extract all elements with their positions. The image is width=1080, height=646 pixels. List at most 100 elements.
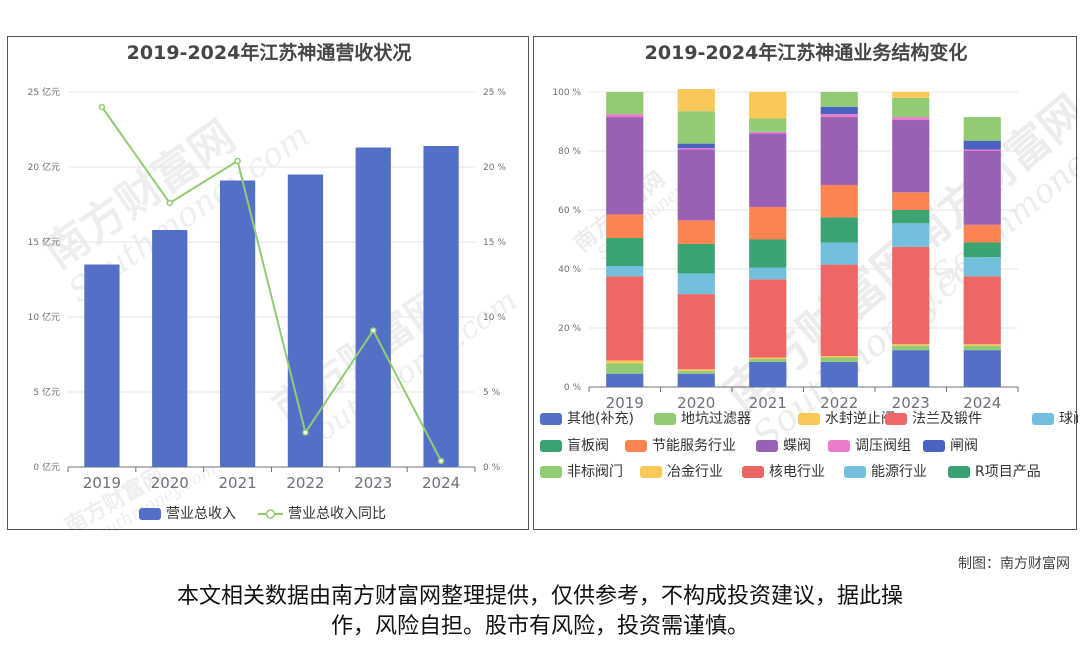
stack-segment-其他(补充) (677, 373, 715, 387)
stack-segment-盲板阀 (606, 238, 644, 267)
stack-segment-法兰及锻件 (963, 276, 1001, 345)
stack-segment-节能服务行业 (963, 224, 1001, 243)
disclaimer-text: 本文相关数据由南方财富网整理提供，仅供参考，不构成投资建议，据此操 作，风险自担… (0, 582, 1080, 642)
y-right-tick-label: 5 % (483, 388, 501, 398)
legend-label: 蝶阀 (783, 438, 811, 454)
stack-segment-地坑过滤器 (677, 370, 715, 374)
legend-label: 盲板阀 (567, 437, 609, 454)
stack-segment-地坑过滤器 (892, 345, 930, 351)
yoy-growth-point (166, 199, 173, 207)
stack-segment-非标阀门 (749, 118, 787, 132)
stack-segment-球阀 (749, 267, 787, 280)
stack-segment-调压阀组 (892, 117, 930, 121)
x-tick-label: 2019 (83, 474, 121, 492)
stack-segment-冶金行业 (677, 89, 715, 112)
legend-bar-swatch (139, 508, 161, 520)
stack-segment-法兰及锻件 (677, 294, 715, 370)
stack-segment-节能服务行业 (749, 207, 787, 240)
stack-segment-法兰及锻件 (606, 276, 644, 361)
stack-segment-水封逆止阀 (820, 356, 858, 358)
yoy-growth-point (302, 429, 309, 436)
legend-label: 能源行业 (871, 464, 927, 480)
chart-credit: 制图：南方财富网 (958, 556, 1070, 572)
legend-swatch (798, 413, 820, 425)
revenue-chart-panel: 南方财富网Southmoney.com南方财富网Southmoney.com南方… (7, 36, 529, 531)
stack-segment-水封逆止阀 (892, 344, 930, 346)
legend-swatch (885, 413, 907, 425)
x-tick-label: 2023 (354, 474, 392, 492)
stack-segment-蝶阀 (963, 151, 1001, 225)
stack-segment-水封逆止阀 (677, 369, 715, 371)
y-tick-label: 20 % (558, 324, 581, 334)
legend-line-marker (265, 509, 276, 519)
stack-segment-法兰及锻件 (892, 246, 930, 345)
yoy-growth-point (437, 457, 445, 465)
stack-segment-调压阀组 (963, 149, 1001, 151)
stack-segment-闸阀 (820, 106, 858, 115)
stack-segment-调压阀组 (820, 114, 858, 118)
legend-label: 非标阀门 (567, 464, 623, 480)
x-tick-label: 2024 (422, 474, 460, 492)
stack-segment-地坑过滤器 (963, 345, 1001, 351)
stack-segment-盲板阀 (963, 242, 1001, 258)
legend-label: 节能服务行业 (652, 438, 736, 454)
y-left-tick-label: 25 亿元 (28, 86, 60, 98)
legend-swatch (540, 413, 562, 425)
legend-swatch (844, 466, 866, 478)
y-right-tick-label: 0 % (483, 463, 501, 473)
stack-segment-蝶阀 (892, 120, 930, 193)
disclaimer-line-2: 作，风险自担。股市有风险，投资需谨慎。 (330, 614, 749, 639)
revenue-bar (355, 147, 391, 467)
legend-label: 闸阀 (950, 438, 978, 454)
stack-segment-节能服务行业 (677, 220, 715, 244)
legend-label: 法兰及锻件 (912, 411, 982, 427)
x-tick-label: 2019 (606, 394, 644, 412)
x-tick-label: 2022 (286, 474, 324, 492)
stack-segment-法兰及锻件 (749, 279, 787, 358)
yoy-growth-point (98, 103, 106, 111)
stack-segment-节能服务行业 (606, 214, 644, 239)
stack-segment-闸阀 (963, 140, 1001, 150)
stack-segment-其他(补充) (606, 373, 644, 387)
legend-swatch (756, 440, 778, 452)
legend-label: 核电行业 (769, 464, 825, 480)
legend-swatch (948, 466, 970, 478)
y-left-tick-label: 10 亿元 (28, 311, 60, 323)
stack-segment-法兰及锻件 (820, 264, 858, 357)
stack-segment-闸阀 (677, 143, 715, 149)
revenue-bar (287, 174, 324, 467)
legend-label: 水封逆止阀 (825, 411, 895, 427)
x-tick-label: 2024 (963, 394, 1001, 412)
legend-swatch (742, 466, 764, 478)
x-tick-label: 2022 (820, 394, 858, 412)
stack-segment-球阀 (892, 223, 930, 247)
stack-segment-调压阀组 (606, 114, 644, 118)
revenue-chart-svg: 南方财富网Southmoney.com南方财富网Southmoney.com南方… (28, 41, 524, 531)
stack-segment-其他(补充) (963, 350, 1001, 387)
stack-segment-球阀 (606, 266, 644, 277)
x-tick-label: 2021 (218, 474, 256, 492)
structure-chart-panel: 南方财富网Southmoney.com南方财富网Southmoney.com南方… (533, 36, 1078, 530)
stack-segment-非标阀门 (606, 92, 644, 115)
y-right-tick-label: 20 % (483, 163, 506, 173)
y-left-tick-label: 20 亿元 (28, 161, 60, 173)
legend-label: 球阀 (1059, 411, 1078, 427)
stack-segment-调压阀组 (677, 148, 715, 150)
legend-swatch (540, 466, 562, 478)
stack-segment-水封逆止阀 (963, 344, 1001, 346)
legend-swatch (828, 440, 850, 452)
revenue-bar (423, 146, 459, 467)
yoy-growth-point (370, 327, 377, 334)
stack-segment-节能服务行业 (892, 192, 930, 210)
stack-segment-其他(补充) (749, 361, 787, 387)
y-tick-label: 0 % (564, 383, 582, 393)
y-left-tick-label: 5 亿元 (33, 386, 60, 398)
structure-chart-svg: 南方财富网Southmoney.com南方财富网Southmoney.com南方… (540, 41, 1078, 480)
stack-segment-调压阀组 (749, 131, 787, 134)
stack-segment-球阀 (963, 257, 1001, 277)
legend-swatch (923, 440, 945, 452)
yoy-growth-line (101, 106, 442, 462)
legend-swatch (1032, 413, 1054, 425)
y-left-tick-label: 15 亿元 (28, 236, 60, 248)
revenue-bar (152, 230, 188, 467)
